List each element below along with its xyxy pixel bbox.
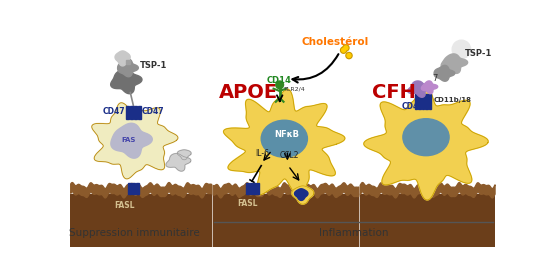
Polygon shape	[408, 81, 431, 97]
Bar	[138, 106, 141, 119]
Text: CD47: CD47	[401, 102, 424, 111]
Text: TSP-1: TSP-1	[139, 61, 167, 70]
Polygon shape	[111, 70, 142, 94]
Polygon shape	[115, 51, 130, 66]
Text: CD11b/18: CD11b/18	[434, 97, 472, 103]
Circle shape	[341, 47, 347, 53]
Bar	[360, 194, 494, 247]
Polygon shape	[224, 89, 345, 197]
Polygon shape	[111, 123, 152, 158]
Bar	[126, 60, 131, 64]
Circle shape	[276, 81, 284, 89]
Bar	[136, 183, 139, 194]
Bar	[246, 183, 249, 194]
Polygon shape	[295, 189, 308, 201]
Text: TSP-1: TSP-1	[465, 48, 493, 58]
Polygon shape	[92, 103, 178, 179]
Bar	[128, 183, 131, 194]
Text: Cholestérol: Cholestérol	[301, 37, 369, 47]
Text: CD47: CD47	[102, 107, 125, 116]
Bar	[415, 94, 417, 109]
Bar	[257, 183, 260, 194]
Text: IL-6: IL-6	[255, 149, 269, 158]
Bar	[429, 94, 431, 109]
Text: Suppression immunitaire: Suppression immunitaire	[69, 228, 199, 238]
Polygon shape	[422, 81, 437, 94]
Text: CD47: CD47	[142, 107, 165, 116]
Polygon shape	[364, 85, 488, 200]
Polygon shape	[434, 65, 455, 81]
Text: 7: 7	[432, 74, 437, 83]
Circle shape	[452, 40, 471, 59]
Text: TLR2/4: TLR2/4	[284, 86, 306, 91]
Circle shape	[342, 48, 345, 52]
Polygon shape	[441, 54, 468, 73]
Text: Inflammation: Inflammation	[319, 228, 388, 238]
Bar	[126, 106, 128, 119]
Ellipse shape	[403, 119, 449, 156]
Circle shape	[346, 52, 352, 59]
Text: FASL: FASL	[114, 201, 134, 210]
Polygon shape	[292, 186, 314, 204]
Bar	[250, 183, 252, 194]
Text: APOE: APOE	[219, 83, 278, 102]
Circle shape	[343, 45, 349, 51]
Polygon shape	[177, 150, 191, 160]
Bar	[253, 183, 256, 194]
Text: CD14: CD14	[267, 76, 291, 84]
Circle shape	[347, 54, 351, 58]
Bar	[71, 194, 211, 247]
Text: FAS: FAS	[122, 137, 136, 143]
Bar	[422, 94, 424, 109]
Text: NFκB: NFκB	[274, 130, 299, 139]
Circle shape	[344, 46, 348, 50]
Bar	[134, 106, 137, 119]
Polygon shape	[117, 59, 138, 77]
Text: CFH: CFH	[372, 83, 416, 102]
Bar	[425, 94, 428, 109]
Text: CCL2: CCL2	[280, 151, 299, 160]
Bar	[213, 194, 358, 247]
Ellipse shape	[261, 120, 307, 157]
Bar	[130, 106, 133, 119]
Text: FASL: FASL	[237, 199, 258, 209]
Bar	[132, 183, 135, 194]
Bar	[418, 94, 420, 109]
Polygon shape	[166, 153, 191, 171]
